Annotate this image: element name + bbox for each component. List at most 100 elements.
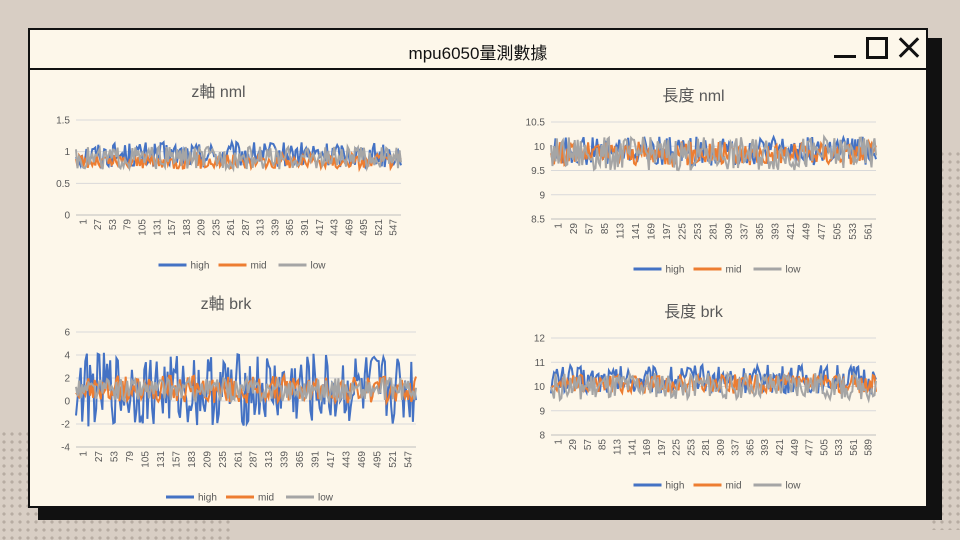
x-tick-label: 393 xyxy=(760,439,771,456)
y-tick-label: 1.5 xyxy=(56,116,70,127)
x-tick-label: 443 xyxy=(330,219,341,236)
y-tick-label: 9 xyxy=(539,190,545,201)
x-tick-label: 141 xyxy=(627,439,638,456)
x-tick-label: 365 xyxy=(755,223,766,240)
y-tick-label: 12 xyxy=(534,334,546,345)
x-tick-label: 235 xyxy=(218,451,229,468)
x-tick-label: 391 xyxy=(300,219,311,236)
series-line-low xyxy=(75,143,402,173)
chart-z-nml: z軸 nml 0 0.5 1 1.5 1 27 53 79 105 131 157 183 209 235 2… xyxy=(56,83,402,272)
x-tick-label: 183 xyxy=(182,219,193,236)
window-title: mpu6050量測數據 xyxy=(408,44,548,63)
x-tick-label: 261 xyxy=(233,451,244,468)
x-tick-label: 157 xyxy=(167,219,178,236)
x-tick-label: 561 xyxy=(863,223,874,240)
legend-label: high xyxy=(198,493,217,504)
x-tick-label: 521 xyxy=(388,451,399,468)
x-tick-label: 281 xyxy=(701,439,712,456)
y-tick-label: 1 xyxy=(64,147,70,158)
x-tick-label: 421 xyxy=(775,439,786,456)
x-tick-label: 53 xyxy=(108,219,119,231)
maximize-icon[interactable] xyxy=(866,37,888,59)
x-tick-label: 253 xyxy=(686,439,697,456)
x-tick-label: 313 xyxy=(264,451,275,468)
y-tick-label: -4 xyxy=(61,443,70,454)
x-tick-label: 209 xyxy=(197,219,208,236)
x-tick-label: 57 xyxy=(583,439,594,451)
x-tick-label: 27 xyxy=(93,219,104,231)
chart-title: z軸 brk xyxy=(201,295,253,313)
chart-length-nml: 長度 nml 8.5 9 9.5 10 10.5 1 29 57 85 113 141 169 197 22… xyxy=(526,87,877,276)
x-tick-label: 521 xyxy=(374,219,385,236)
x-tick-label: 365 xyxy=(745,439,756,456)
series-line-low xyxy=(75,375,417,405)
x-tick-label: 449 xyxy=(790,439,801,456)
chart-title: 長度 brk xyxy=(664,303,724,321)
x-tick-label: 1 xyxy=(553,439,564,445)
x-tick-label: 313 xyxy=(256,219,267,236)
x-tick-label: 505 xyxy=(832,223,843,240)
x-tick-label: 141 xyxy=(631,223,642,240)
series-line-mid xyxy=(75,372,417,406)
x-tick-label: 391 xyxy=(311,451,322,468)
series-line-low xyxy=(550,134,877,172)
x-tick-label: 225 xyxy=(678,223,689,240)
x-tick-label: 505 xyxy=(819,439,830,456)
x-tick-label: 29 xyxy=(569,223,580,235)
x-tick-label: 309 xyxy=(716,439,727,456)
y-tick-label: 11 xyxy=(535,358,546,369)
x-tick-label: 209 xyxy=(202,451,213,468)
chart-length-brk: 長度 brk 8 9 10 11 12 1 29 57 85 113 141 169 197 225 253 2… xyxy=(534,303,877,492)
y-tick-label: 9 xyxy=(539,406,545,417)
y-tick-label: 10 xyxy=(534,382,546,393)
legend-label: mid xyxy=(726,265,742,276)
x-tick-label: 547 xyxy=(389,219,400,236)
x-tick-label: 169 xyxy=(647,223,658,240)
x-tick-label: 469 xyxy=(357,451,368,468)
x-tick-label: 1 xyxy=(554,223,565,229)
x-tick-label: 131 xyxy=(156,451,167,468)
x-tick-label: 197 xyxy=(662,223,673,240)
x-tick-label: 57 xyxy=(585,223,596,235)
x-tick-label: 449 xyxy=(801,223,812,240)
y-tick-label: 8 xyxy=(539,431,545,442)
x-tick-label: 281 xyxy=(709,223,720,240)
y-tick-label: 10 xyxy=(534,142,546,153)
x-tick-label: 477 xyxy=(805,439,816,456)
y-tick-label: 8.5 xyxy=(531,215,545,226)
x-tick-label: 477 xyxy=(817,223,828,240)
x-tick-label: 253 xyxy=(693,223,704,240)
legend-label: mid xyxy=(726,481,742,492)
x-tick-label: 235 xyxy=(211,219,222,236)
legend-label: low xyxy=(311,261,327,272)
x-tick-label: 421 xyxy=(786,223,797,240)
x-tick-label: 157 xyxy=(171,451,182,468)
x-tick-label: 113 xyxy=(612,439,623,455)
x-tick-label: 443 xyxy=(341,451,352,468)
x-tick-label: 393 xyxy=(770,223,781,240)
x-tick-label: 29 xyxy=(568,439,579,451)
minimize-icon[interactable] xyxy=(834,37,856,59)
y-tick-label: 9.5 xyxy=(531,166,545,177)
x-tick-label: 85 xyxy=(600,223,611,235)
x-tick-label: 547 xyxy=(403,451,414,468)
x-tick-label: 79 xyxy=(123,219,134,231)
x-tick-label: 27 xyxy=(94,451,105,463)
x-tick-label: 589 xyxy=(864,439,875,456)
series-line-low xyxy=(550,370,877,404)
window-controls xyxy=(834,37,920,59)
x-tick-label: 417 xyxy=(315,219,326,236)
x-tick-label: 131 xyxy=(152,219,163,236)
close-icon[interactable] xyxy=(898,37,920,59)
x-tick-label: 1 xyxy=(79,451,90,457)
chart-z-brk: z軸 brk -4 -2 0 2 4 6 1 27 53 79 105 131 157 183 209 235 2… xyxy=(61,295,417,504)
x-tick-label: 495 xyxy=(359,219,370,236)
x-tick-label: 469 xyxy=(344,219,355,236)
legend-label: low xyxy=(318,493,334,504)
chart-title: z軸 nml xyxy=(191,83,245,101)
x-tick-label: 113 xyxy=(616,223,627,239)
x-tick-label: 261 xyxy=(226,219,237,236)
x-tick-label: 1 xyxy=(78,219,89,225)
x-tick-label: 287 xyxy=(241,219,252,236)
x-tick-label: 365 xyxy=(285,219,296,236)
